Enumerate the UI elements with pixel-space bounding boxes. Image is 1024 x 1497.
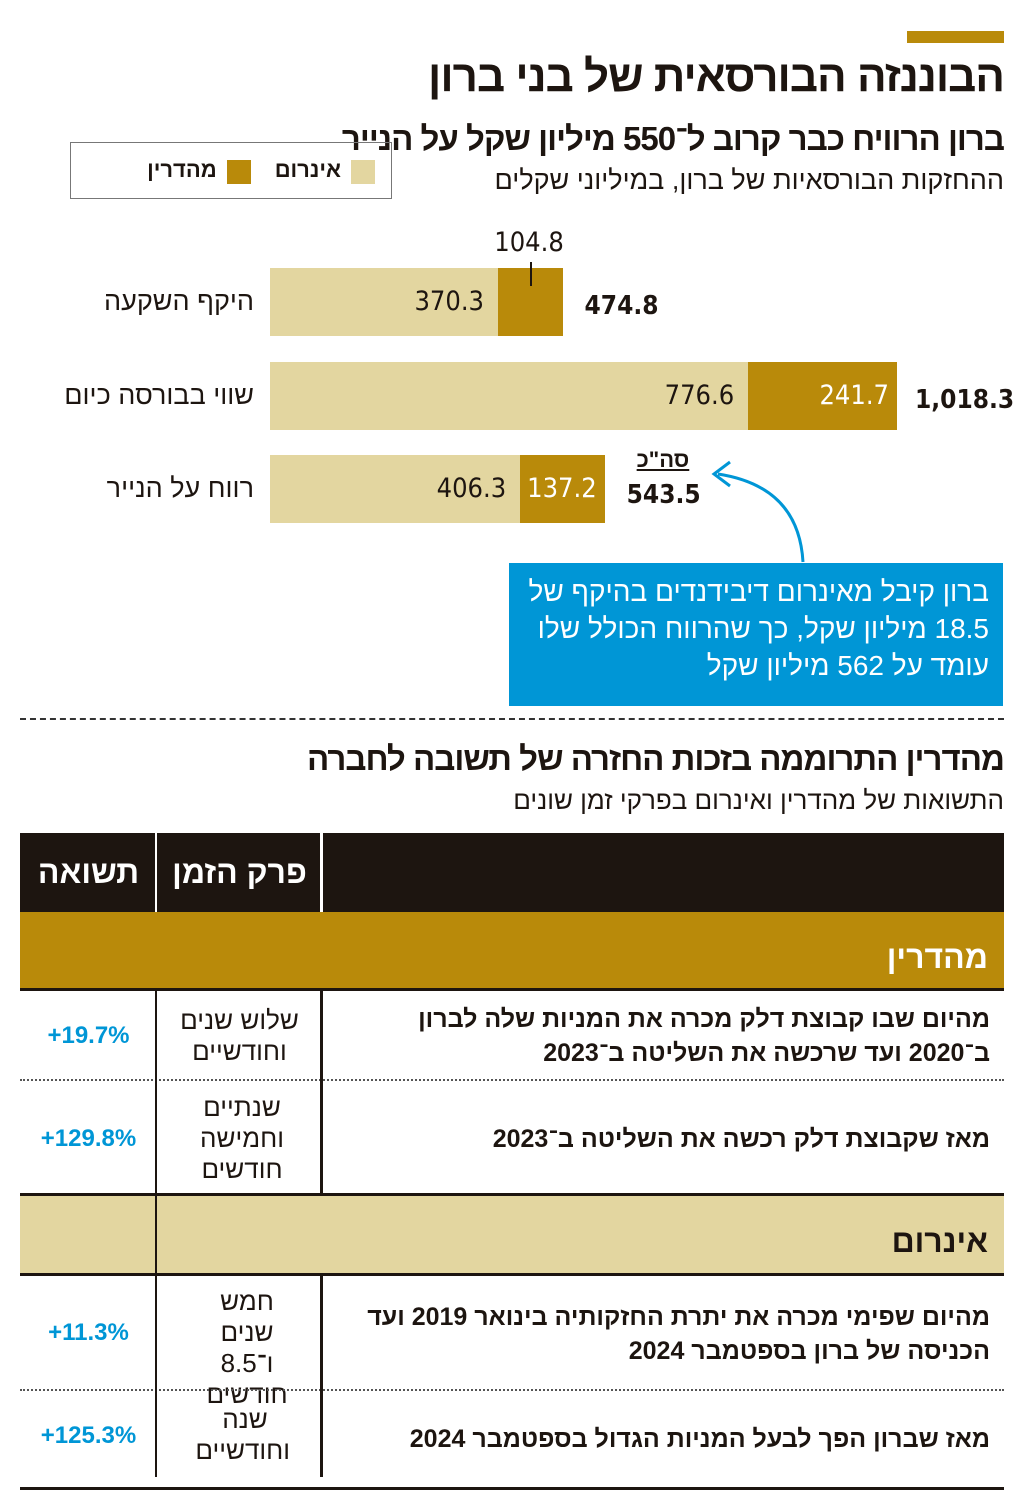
divider xyxy=(20,1273,1004,1276)
value-leader-line xyxy=(530,262,533,286)
divider xyxy=(20,1193,1004,1196)
bar-mehadrin xyxy=(498,268,563,336)
value-label-inrom: 370.3 xyxy=(414,286,485,317)
section-divider xyxy=(20,718,1004,720)
row-return: +19.7% xyxy=(47,1022,130,1049)
value-label-mehadrin: 137.2 xyxy=(527,473,597,504)
value-label-mehadrin: 104.8 xyxy=(494,227,564,258)
divider xyxy=(320,990,323,1195)
row-period: שנה וחודשיים xyxy=(195,1404,290,1465)
table-row: מהיום שבו קבוצת דלק מכרה את המניות שלה ל… xyxy=(20,990,1004,1080)
callout-box: ברון קיבל מאינרום דיבידנדים בהיקף של 18.… xyxy=(509,563,1003,706)
category-label: שווי בבורסה כיום xyxy=(64,380,254,410)
row-return: +129.8% xyxy=(40,1125,137,1152)
bar-inrom xyxy=(270,362,749,430)
divider xyxy=(155,833,157,912)
divider xyxy=(20,1389,1004,1391)
divider xyxy=(20,988,1004,991)
unit-note: ההחזקות הבורסאיות של ברון, במיליוני שקלי… xyxy=(494,165,1004,195)
total-label: 1,018.3 xyxy=(915,385,1015,415)
divider xyxy=(155,990,157,1477)
table-header: פרק הזמן תשואה xyxy=(20,833,1004,912)
legend-swatch-mehadrin xyxy=(226,159,251,184)
row-description: מאז שקבוצת דלק רכשה את השליטה ב־2023 xyxy=(492,1125,990,1153)
divider xyxy=(320,833,323,912)
callout-arrow xyxy=(711,460,805,563)
page-title: הבוננזה הבורסאית של בני ברון xyxy=(428,52,1005,101)
legend-item-inrom: אינרום xyxy=(275,157,375,184)
legend-item-mehadrin: מהדרין xyxy=(147,157,251,184)
table-title: מהדרין התרוממה בזכות החזרה של תשובה לחבר… xyxy=(307,740,1005,777)
category-label: היקף השקעה xyxy=(104,286,254,316)
row-period: חמש שנים ו־8.5 חודשים xyxy=(206,1286,288,1409)
divider xyxy=(20,1079,1004,1081)
bar-inrom xyxy=(270,268,498,336)
header-return: תשואה xyxy=(37,854,140,890)
legend-swatch-inrom xyxy=(351,159,375,184)
total-heading: סה"כ xyxy=(636,447,690,472)
row-return: +125.3% xyxy=(40,1422,137,1449)
table-row: מאז שברון הפך לבעל המניות הגדול בספטמבר … xyxy=(20,1390,1004,1477)
row-period: שנתיים וחמישה חודשים xyxy=(200,1092,284,1184)
category-label: רווח על הנייר xyxy=(106,473,254,503)
value-label-inrom: 406.3 xyxy=(436,473,507,504)
table-subtitle: התשואות של מהדרין ואינרום בפרקי זמן שוני… xyxy=(513,785,1004,815)
bar-inrom xyxy=(270,455,521,523)
total-label: 474.8 xyxy=(584,291,659,321)
legend: אינרום מהדרין xyxy=(70,142,392,199)
accent-bar xyxy=(907,31,1004,43)
value-label-mehadrin: 241.7 xyxy=(819,380,889,411)
row-description: מאז שברון הפך לבעל המניות הגדול בספטמבר … xyxy=(409,1425,990,1453)
value-label-inrom: 776.6 xyxy=(664,380,735,411)
divider xyxy=(320,1276,323,1477)
table-row: מאז שקבוצת דלק רכשה את השליטה ב־2023 שנת… xyxy=(20,1080,1004,1195)
total-label: 543.5 xyxy=(626,480,701,510)
row-period: שלוש שנים וחודשיים xyxy=(180,1005,299,1066)
table-bottom-line xyxy=(20,1487,1004,1490)
bar-mehadrin xyxy=(748,362,897,430)
group-band-inrom: אינרום xyxy=(20,1196,1004,1274)
table-row: מהיום שפימי מכרה את יתרת החזקותיה בינואר… xyxy=(20,1276,1004,1409)
bar-mehadrin xyxy=(520,455,605,523)
row-return: +11.3% xyxy=(48,1319,129,1346)
chart-subtitle: ברון הרוויח כבר קרוב ל־550 מיליון שקל על… xyxy=(341,120,1005,157)
row-description: מהיום שפימי מכרה את יתרת החזקותיה בינואר… xyxy=(367,1303,990,1365)
header-period: פרק הזמן xyxy=(172,854,307,890)
group-band-mehadrin: מהדרין xyxy=(20,912,1004,990)
row-description: מהיום שבו קבוצת דלק מכרה את המניות שלה ל… xyxy=(418,1005,990,1067)
